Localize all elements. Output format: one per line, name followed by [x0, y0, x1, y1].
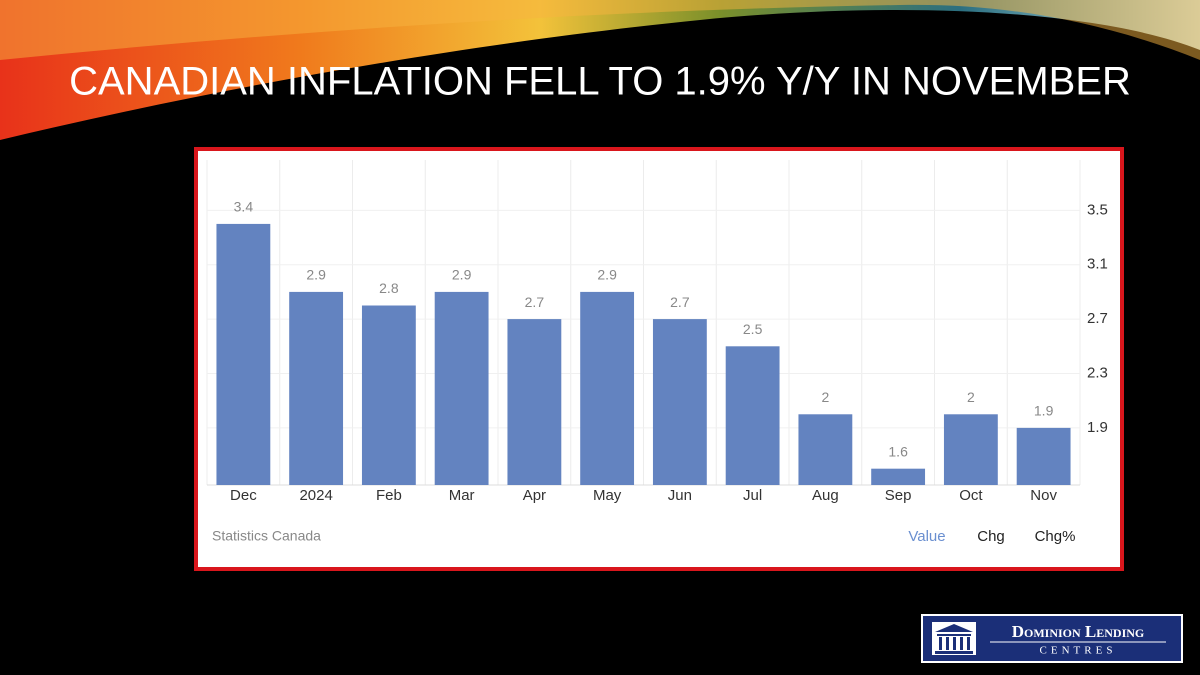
- x-tick-label: Jul: [743, 487, 762, 504]
- header-swirl-highlight: [0, 0, 1200, 60]
- x-tick-label: May: [593, 487, 622, 504]
- value-label: 2: [967, 389, 975, 405]
- value-label: 3.4: [234, 199, 254, 215]
- value-label: 1.6: [888, 443, 908, 459]
- logo: Dominion Lending Centres: [921, 614, 1183, 663]
- y-tick-label: 3.5: [1087, 201, 1108, 218]
- bar: [943, 414, 998, 485]
- slide-title: CANADIAN INFLATION FELL TO 1.9% Y/Y IN N…: [69, 60, 1131, 104]
- value-label: 2.9: [452, 267, 472, 283]
- header-swirl: [0, 0, 1200, 140]
- logo-name: Dominion Lending: [1012, 622, 1145, 641]
- tab[interactable]: Value: [908, 528, 945, 545]
- bar: [507, 319, 562, 485]
- x-tick-label: 2024: [299, 487, 332, 504]
- tab[interactable]: Chg%: [1035, 528, 1076, 545]
- source-label: Statistics Canada: [212, 528, 321, 544]
- x-tick-label: Aug: [812, 487, 839, 504]
- y-tick-label: 1.9: [1087, 419, 1108, 436]
- value-label: 2.8: [379, 280, 399, 296]
- bar: [289, 291, 344, 485]
- value-label: 1.9: [1034, 403, 1054, 419]
- bar: [798, 414, 853, 485]
- x-tick-label: Dec: [230, 487, 257, 504]
- tab[interactable]: Chg: [977, 528, 1005, 545]
- value-label: 2.9: [597, 267, 617, 283]
- logo-icon: [935, 624, 973, 654]
- logo-sub: Centres: [1040, 645, 1117, 657]
- x-tick-label: Jun: [668, 487, 692, 504]
- value-label: 2.7: [525, 294, 545, 310]
- x-tick-label: Apr: [523, 487, 546, 504]
- value-label: 2.9: [306, 267, 326, 283]
- value-label: 2: [821, 389, 829, 405]
- bar: [871, 468, 926, 485]
- x-tick-label: Oct: [959, 487, 983, 504]
- x-tick-label: Sep: [885, 487, 912, 504]
- value-label: 2.5: [743, 321, 763, 337]
- bar: [652, 319, 707, 485]
- y-tick-label: 2.7: [1087, 310, 1108, 327]
- y-tick-label: 3.1: [1087, 256, 1108, 273]
- bar: [216, 223, 271, 485]
- bar: [434, 291, 489, 485]
- y-tick-label: 2.3: [1087, 364, 1108, 381]
- bar: [580, 291, 635, 485]
- bar: [361, 305, 416, 485]
- x-tick-label: Feb: [376, 487, 402, 504]
- bar: [725, 346, 780, 485]
- bar: [1016, 427, 1071, 485]
- value-label: 2.7: [670, 294, 690, 310]
- x-tick-label: Nov: [1030, 487, 1057, 504]
- x-tick-label: Mar: [449, 487, 475, 504]
